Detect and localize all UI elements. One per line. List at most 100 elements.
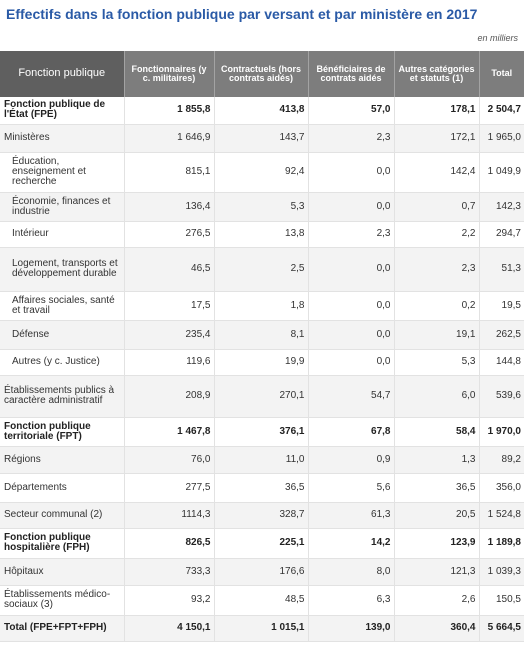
cell-total: 294,7	[479, 221, 524, 248]
row-label: Économie, finances et industrie	[0, 192, 125, 222]
row-label: Secteur communal (2)	[0, 502, 125, 529]
row-label: Intérieur	[0, 221, 125, 248]
unit-note: en milliers	[477, 33, 518, 43]
cell-total: 262,5	[479, 320, 524, 350]
row-label: Établissements publics à caractère admin…	[0, 375, 125, 418]
cell-fonctionnaires: 826,5	[124, 528, 215, 559]
cell-autres: 172,1	[394, 124, 480, 153]
row-label: Établissements médico-sociaux (3)	[0, 585, 125, 616]
table-row: Établissements publics à caractère admin…	[0, 375, 524, 418]
cell-beneficiaires: 2,3	[308, 124, 395, 153]
table-row: Fonction publique hospitalière (FPH) 826,…	[0, 528, 524, 559]
table-header: Fonction publique Fonctionnaires (y c. m…	[0, 51, 524, 97]
cell-beneficiaires: 0,0	[308, 291, 395, 321]
cell-fonctionnaires: 136,4	[124, 192, 215, 222]
cell-beneficiaires: 61,3	[308, 502, 395, 529]
cell-contractuels: 328,7	[214, 502, 309, 529]
cell-total: 1 965,0	[479, 124, 524, 153]
page-title: Effectifs dans la fonction publique par …	[6, 6, 478, 22]
table-row: Affaires sociales, santé et travail 17,5 1…	[0, 291, 524, 321]
row-label: Affaires sociales, santé et travail	[0, 291, 125, 321]
row-label: Fonction publique de l'État (FPE)	[0, 97, 125, 125]
cell-fonctionnaires: 815,1	[124, 152, 215, 193]
cell-fonctionnaires: 1 467,8	[124, 417, 215, 447]
cell-total: 51,3	[479, 247, 524, 292]
cell-autres: 0,7	[394, 192, 480, 222]
cell-autres: 19,1	[394, 320, 480, 350]
cell-contractuels: 143,7	[214, 124, 309, 153]
cell-total: 19,5	[479, 291, 524, 321]
cell-contractuels: 19,9	[214, 349, 309, 376]
row-label: Fonction publique territoriale (FPT)	[0, 417, 125, 447]
table-row: Défense 235,4 8,1 0,0 19,1 262,5	[0, 320, 524, 350]
cell-contractuels: 36,5	[214, 473, 309, 503]
cell-autres: 142,4	[394, 152, 480, 193]
cell-autres: 6,0	[394, 375, 480, 418]
cell-beneficiaires: 5,6	[308, 473, 395, 503]
table-row: Éducation, enseignement et recherche 815,…	[0, 152, 524, 193]
cell-beneficiaires: 2,3	[308, 221, 395, 248]
cell-beneficiaires: 67,8	[308, 417, 395, 447]
column-header-autres: Autres catégories et statuts (1)	[394, 51, 480, 97]
cell-beneficiaires: 14,2	[308, 528, 395, 559]
table-row: Secteur communal (2) 1114,3 328,7 61,3 20,5 1…	[0, 502, 524, 529]
table-row: Fonction publique territoriale (FPT) 1 46…	[0, 417, 524, 447]
cell-contractuels: 11,0	[214, 446, 309, 474]
cell-fonctionnaires: 277,5	[124, 473, 215, 503]
cell-total: 539,6	[479, 375, 524, 418]
cell-total: 356,0	[479, 473, 524, 503]
cell-total: 1 039,3	[479, 558, 524, 586]
cell-fonctionnaires: 1 855,8	[124, 97, 215, 125]
cell-autres: 5,3	[394, 349, 480, 376]
column-header-contractuels: Contractuels (hors contrats aidés)	[214, 51, 309, 97]
cell-total: 1 970,0	[479, 417, 524, 447]
table-row: Logement, transports et développement du…	[0, 247, 524, 292]
table-row: Total (FPE+FPT+FPH) 4 150,1 1 015,1 139,0 36…	[0, 615, 524, 642]
cell-fonctionnaires: 276,5	[124, 221, 215, 248]
table-body: Fonction publique de l'État (FPE) 1 855,8…	[0, 97, 524, 642]
cell-autres: 123,9	[394, 528, 480, 559]
cell-beneficiaires: 0,0	[308, 247, 395, 292]
cell-beneficiaires: 0,0	[308, 192, 395, 222]
cell-beneficiaires: 57,0	[308, 97, 395, 125]
cell-contractuels: 413,8	[214, 97, 309, 125]
row-label: Ministères	[0, 124, 125, 153]
cell-fonctionnaires: 4 150,1	[124, 615, 215, 642]
cell-fonctionnaires: 733,3	[124, 558, 215, 586]
table-row: Régions 76,0 11,0 0,9 1,3 89,2	[0, 446, 524, 474]
row-label: Autres (y c. Justice)	[0, 349, 125, 376]
cell-contractuels: 13,8	[214, 221, 309, 248]
cell-total: 1 524,8	[479, 502, 524, 529]
cell-beneficiaires: 139,0	[308, 615, 395, 642]
table-row: Économie, finances et industrie 136,4 5,3 0…	[0, 192, 524, 222]
cell-beneficiaires: 0,0	[308, 320, 395, 350]
cell-total: 89,2	[479, 446, 524, 474]
table-row: Fonction publique de l'État (FPE) 1 855,8…	[0, 97, 524, 125]
cell-beneficiaires: 6,3	[308, 585, 395, 616]
cell-contractuels: 376,1	[214, 417, 309, 447]
cell-contractuels: 1 015,1	[214, 615, 309, 642]
cell-autres: 0,2	[394, 291, 480, 321]
table-row: Ministères 1 646,9 143,7 2,3 172,1 1 965,0	[0, 124, 524, 153]
column-header-total: Total	[479, 51, 524, 97]
cell-autres: 2,3	[394, 247, 480, 292]
cell-fonctionnaires: 17,5	[124, 291, 215, 321]
cell-beneficiaires: 0,0	[308, 152, 395, 193]
column-header-fonctionnaires: Fonctionnaires (y c. militaires)	[124, 51, 215, 97]
cell-autres: 58,4	[394, 417, 480, 447]
cell-autres: 2,2	[394, 221, 480, 248]
cell-autres: 20,5	[394, 502, 480, 529]
cell-fonctionnaires: 93,2	[124, 585, 215, 616]
cell-fonctionnaires: 76,0	[124, 446, 215, 474]
cell-beneficiaires: 0,9	[308, 446, 395, 474]
cell-autres: 2,6	[394, 585, 480, 616]
column-header-fonction-publique: Fonction publique	[0, 51, 125, 97]
cell-fonctionnaires: 46,5	[124, 247, 215, 292]
data-table: Fonction publique Fonctionnaires (y c. m…	[0, 51, 524, 642]
cell-fonctionnaires: 1 646,9	[124, 124, 215, 153]
cell-total: 5 664,5	[479, 615, 524, 642]
cell-contractuels: 2,5	[214, 247, 309, 292]
cell-total: 1 049,9	[479, 152, 524, 193]
cell-total: 144,8	[479, 349, 524, 376]
cell-contractuels: 48,5	[214, 585, 309, 616]
